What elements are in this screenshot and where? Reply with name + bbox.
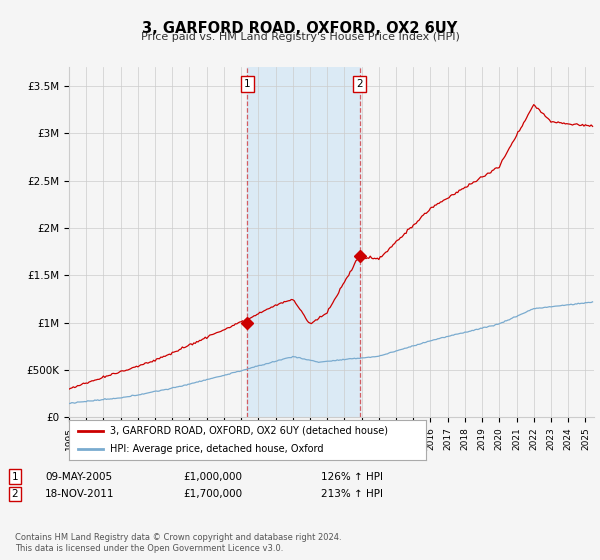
Text: 2: 2 xyxy=(11,489,19,499)
Text: Price paid vs. HM Land Registry's House Price Index (HPI): Price paid vs. HM Land Registry's House … xyxy=(140,32,460,43)
Text: 3, GARFORD ROAD, OXFORD, OX2 6UY: 3, GARFORD ROAD, OXFORD, OX2 6UY xyxy=(142,21,458,36)
Text: 3, GARFORD ROAD, OXFORD, OX2 6UY (detached house): 3, GARFORD ROAD, OXFORD, OX2 6UY (detach… xyxy=(110,426,388,436)
Text: Contains HM Land Registry data © Crown copyright and database right 2024.
This d: Contains HM Land Registry data © Crown c… xyxy=(15,533,341,553)
Text: 18-NOV-2011: 18-NOV-2011 xyxy=(45,489,115,499)
Bar xyxy=(247,67,359,417)
Text: £1,000,000: £1,000,000 xyxy=(183,472,242,482)
Text: 126% ↑ HPI: 126% ↑ HPI xyxy=(321,472,383,482)
Text: 213% ↑ HPI: 213% ↑ HPI xyxy=(321,489,383,499)
Text: 2: 2 xyxy=(356,79,363,89)
Text: HPI: Average price, detached house, Oxford: HPI: Average price, detached house, Oxfo… xyxy=(110,445,323,454)
Text: 1: 1 xyxy=(244,79,251,89)
Text: 09-MAY-2005: 09-MAY-2005 xyxy=(45,472,112,482)
Text: 1: 1 xyxy=(11,472,19,482)
Text: £1,700,000: £1,700,000 xyxy=(183,489,242,499)
